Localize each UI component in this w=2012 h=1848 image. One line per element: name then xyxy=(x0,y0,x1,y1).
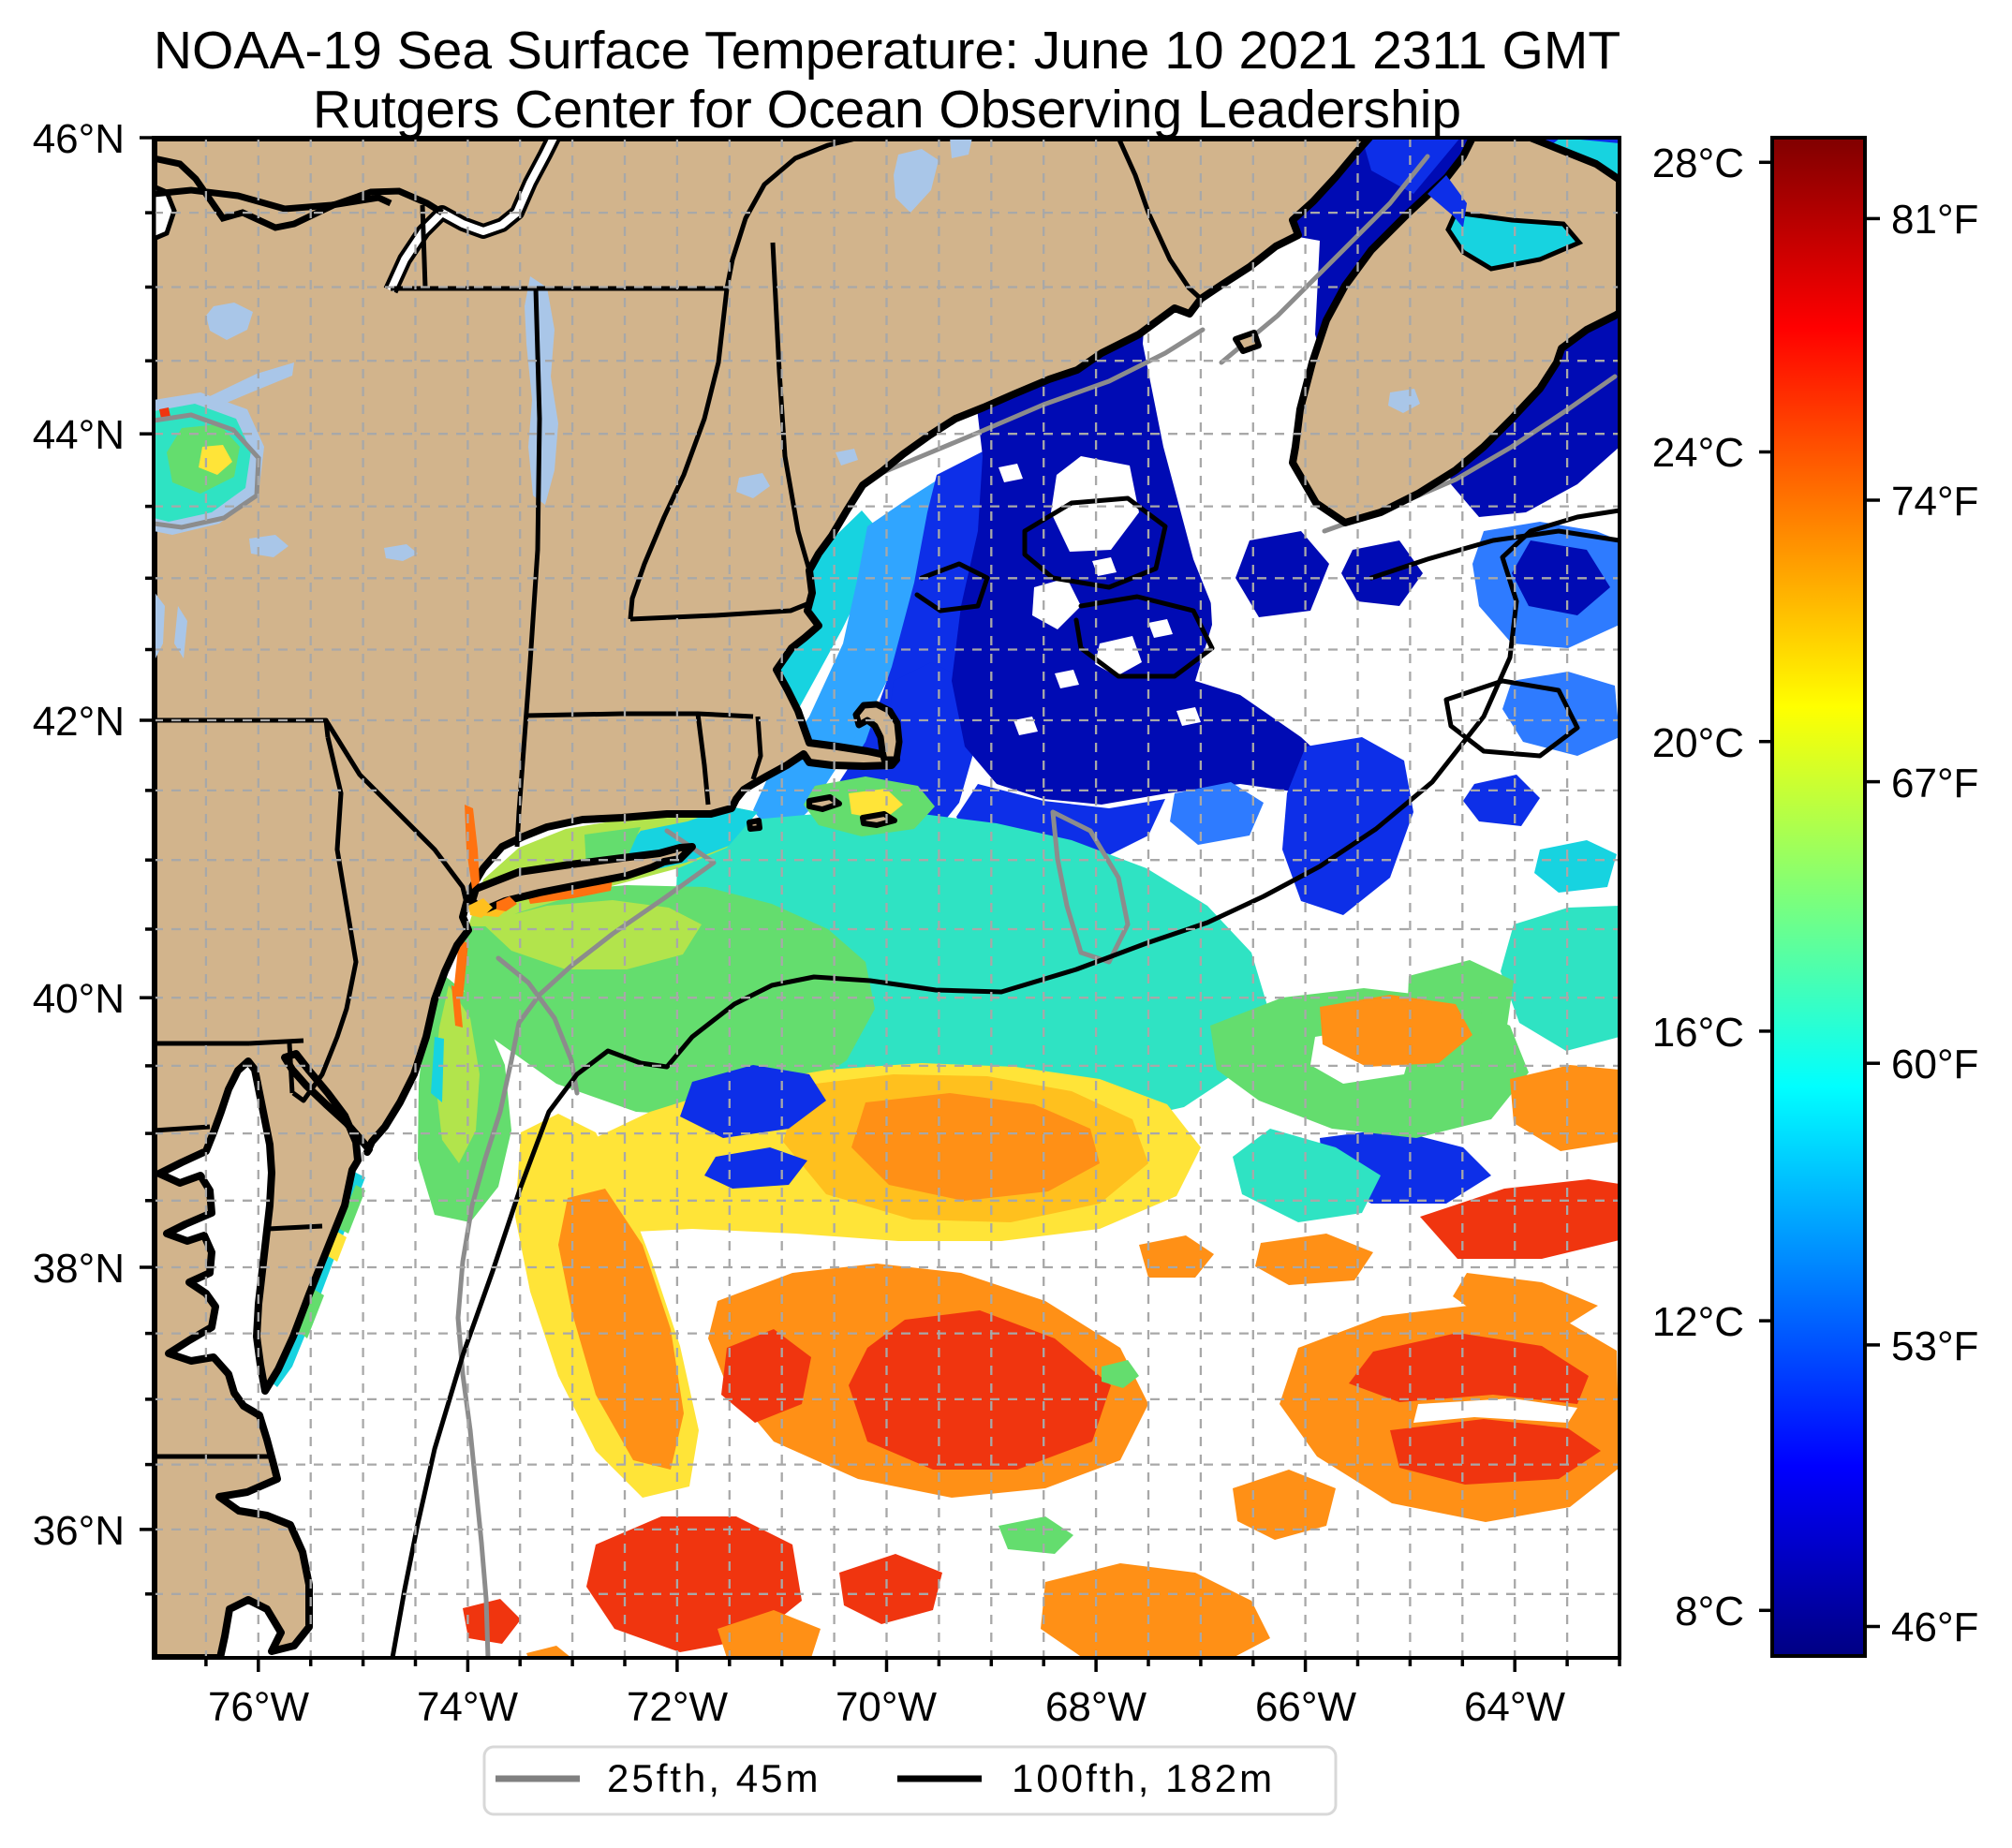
svg-text:60°F: 60°F xyxy=(1891,1042,1978,1087)
svg-text:74°F: 74°F xyxy=(1891,479,1978,525)
svg-text:53°F: 53°F xyxy=(1891,1323,1978,1369)
svg-text:46°N: 46°N xyxy=(33,116,125,162)
svg-text:64°W: 64°W xyxy=(1464,1684,1566,1730)
svg-text:70°W: 70°W xyxy=(836,1684,938,1730)
svg-text:46°F: 46°F xyxy=(1891,1604,1978,1650)
svg-text:NOAA-19 Sea Surface Temperatur: NOAA-19 Sea Surface Temperature: June 10… xyxy=(154,21,1620,81)
svg-text:40°N: 40°N xyxy=(33,976,125,1022)
svg-text:24°C: 24°C xyxy=(1652,430,1744,476)
svg-text:74°W: 74°W xyxy=(417,1684,519,1730)
svg-text:44°N: 44°N xyxy=(33,412,125,458)
svg-text:20°C: 20°C xyxy=(1652,720,1744,766)
svg-text:8°C: 8°C xyxy=(1675,1589,1744,1634)
svg-text:66°W: 66°W xyxy=(1255,1684,1357,1730)
svg-text:76°W: 76°W xyxy=(208,1684,310,1730)
svg-text:16°C: 16°C xyxy=(1652,1010,1744,1056)
svg-text:36°N: 36°N xyxy=(33,1508,125,1554)
svg-text:Rutgers Center for Ocean Obser: Rutgers Center for Ocean Observing Leade… xyxy=(313,80,1461,140)
svg-text:81°F: 81°F xyxy=(1891,197,1978,243)
svg-text:12°C: 12°C xyxy=(1652,1299,1744,1345)
svg-text:100fth, 182m: 100fth, 182m xyxy=(1012,1756,1275,1800)
svg-text:67°F: 67°F xyxy=(1891,761,1978,806)
svg-text:38°N: 38°N xyxy=(33,1246,125,1292)
svg-text:25fth, 45m: 25fth, 45m xyxy=(607,1756,821,1800)
svg-text:68°W: 68°W xyxy=(1045,1684,1147,1730)
svg-text:42°N: 42°N xyxy=(33,699,125,745)
svg-text:72°W: 72°W xyxy=(627,1684,729,1730)
svg-text:28°C: 28°C xyxy=(1652,140,1744,186)
